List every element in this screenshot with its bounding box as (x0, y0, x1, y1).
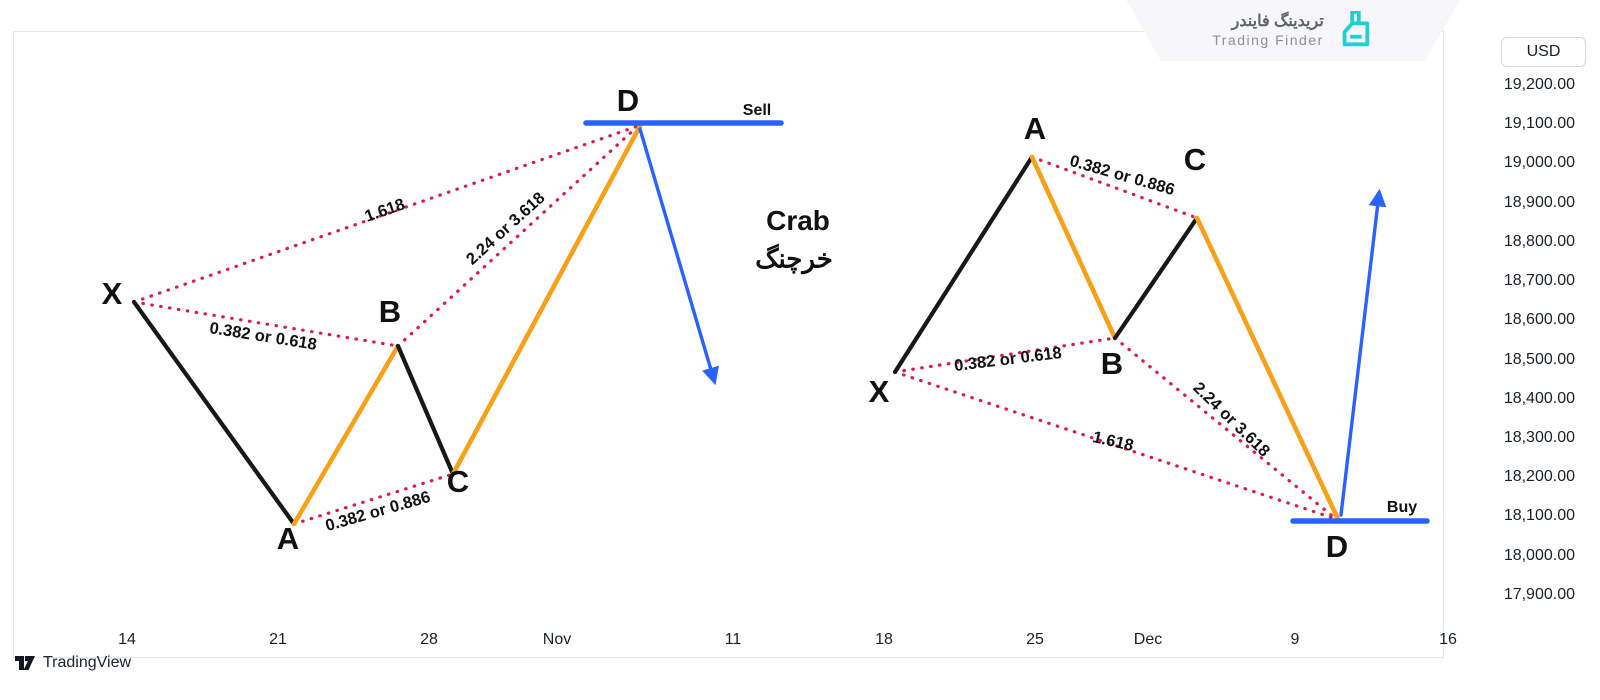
price-axis[interactable]: 19,200.00 19,100.00 19,000.00 18,900.00 18,8… (1450, 0, 1580, 700)
price-tick-label: 18,200.00 (1503, 468, 1575, 486)
buy-label: Buy (1386, 499, 1418, 516)
tradingview-attribution[interactable]: TradingView (14, 653, 131, 673)
price-tick-label: 18,800.00 (1503, 232, 1575, 250)
point-label-x: X (101, 276, 123, 311)
price-tick-label: 17,900.00 (1503, 585, 1575, 603)
point-label-a: A (1023, 111, 1047, 146)
price-tick-label: 18,000.00 (1503, 546, 1575, 564)
chart-panel (13, 31, 1444, 658)
currency-selector[interactable]: USD (1501, 37, 1586, 67)
tradingview-logo-icon (15, 656, 35, 670)
price-tick-label: 18,600.00 (1503, 311, 1575, 329)
price-tick-label: 18,100.00 (1503, 507, 1575, 525)
time-tick-label: Nov (542, 631, 572, 648)
point-label-b: B (378, 294, 402, 329)
price-tick-label: 18,300.00 (1503, 428, 1575, 446)
point-label-d: D (1325, 529, 1349, 564)
trading-finder-label-en: Trading Finder (1212, 31, 1324, 48)
point-label-x: X (868, 374, 890, 409)
trading-finder-label-fa: تریدینگ فایندر (1231, 13, 1324, 31)
price-tick-label: 18,500.00 (1503, 350, 1575, 368)
tradingview-label: TradingView (43, 654, 132, 671)
time-tick-label: 21 (269, 631, 287, 648)
trading-finder-logo-icon (1342, 10, 1370, 46)
point-label-c: C (446, 464, 470, 499)
pattern-title-en: Crab (766, 205, 830, 236)
time-tick-label: 11 (724, 631, 742, 648)
time-tick-label: 14 (118, 631, 136, 648)
point-label-d: D (616, 83, 640, 118)
price-tick-label: 18,400.00 (1503, 389, 1575, 407)
point-label-b: B (1100, 346, 1124, 381)
price-tick-label: 18,700.00 (1503, 272, 1575, 290)
time-tick-label: 9 (1290, 631, 1300, 648)
price-tick-label: 19,200.00 (1503, 76, 1575, 93)
price-tick-label: 19,000.00 (1503, 154, 1575, 172)
time-tick-label: 28 (420, 631, 438, 648)
point-label-a: A (276, 521, 300, 556)
time-tick-label: 25 (1026, 631, 1044, 648)
time-tick-label: Dec (1133, 631, 1163, 648)
time-axis[interactable]: 14 21 28 Nov 11 18 25 Dec 9 16 (0, 631, 1600, 653)
price-tick-label: 18,900.00 (1503, 193, 1575, 211)
point-label-c: C (1183, 142, 1207, 177)
trading-finder-badge: تریدینگ فایندر Trading Finder (1126, 0, 1460, 61)
price-tick-label: 19,100.00 (1503, 115, 1575, 133)
sell-label: Sell (742, 102, 772, 119)
time-tick-label: 16 (1439, 631, 1457, 648)
pattern-title-fa: خرچنگ (755, 243, 833, 274)
time-tick-label: 18 (875, 631, 893, 648)
